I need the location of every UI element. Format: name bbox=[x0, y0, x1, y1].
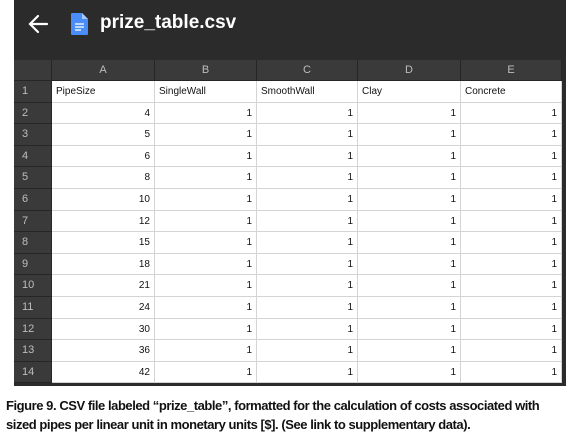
data-cell: 1 bbox=[155, 210, 257, 233]
column-header: B bbox=[155, 60, 257, 81]
data-cell: 1 bbox=[358, 189, 461, 211]
data-cell: 1 bbox=[461, 253, 562, 276]
row-number: 14 bbox=[14, 361, 52, 384]
data-cell: 1 bbox=[155, 253, 257, 276]
row-number: 1 bbox=[14, 81, 52, 103]
back-arrow[interactable] bbox=[28, 14, 49, 34]
toolbar bbox=[28, 13, 88, 35]
row-number: 2 bbox=[14, 102, 52, 125]
file-icon bbox=[71, 13, 88, 35]
column-header: A bbox=[52, 60, 155, 81]
data-cell: 10 bbox=[52, 189, 155, 211]
data-cell: 1 bbox=[461, 275, 562, 297]
data-cell: 1 bbox=[461, 102, 562, 125]
data-cell: 1 bbox=[155, 167, 257, 189]
data-cell: 1 bbox=[155, 340, 257, 362]
data-cell: 6 bbox=[52, 145, 155, 168]
row-number: 5 bbox=[14, 167, 52, 189]
row-number: 7 bbox=[14, 210, 52, 233]
header-cell: SingleWall bbox=[155, 81, 257, 103]
column-header: D bbox=[358, 60, 461, 81]
data-cell: 1 bbox=[257, 189, 358, 211]
data-cell: 1 bbox=[155, 145, 257, 168]
data-cell: 1 bbox=[358, 167, 461, 189]
data-cell: 1 bbox=[257, 361, 358, 384]
data-cell: 1 bbox=[257, 210, 358, 233]
data-cell: 1 bbox=[155, 275, 257, 297]
data-cell: 1 bbox=[257, 167, 358, 189]
data-cell: 1 bbox=[461, 124, 562, 146]
data-cell: 1 bbox=[155, 318, 257, 341]
row-number: 6 bbox=[14, 189, 52, 211]
data-cell: 1 bbox=[257, 297, 358, 319]
data-cell: 12 bbox=[52, 210, 155, 233]
data-cell: 1 bbox=[155, 297, 257, 319]
corner-cell bbox=[14, 60, 52, 81]
data-cell: 42 bbox=[52, 361, 155, 384]
data-cell: 5 bbox=[52, 124, 155, 146]
data-cell: 24 bbox=[52, 297, 155, 319]
caption-label: Figure 9. bbox=[6, 398, 57, 413]
data-cell: 1 bbox=[358, 145, 461, 168]
data-cell: 21 bbox=[52, 275, 155, 297]
data-cell: 1 bbox=[257, 124, 358, 146]
data-cell: 1 bbox=[358, 102, 461, 125]
header-cell: PipeSize bbox=[52, 81, 155, 103]
data-cell: 18 bbox=[52, 253, 155, 276]
data-cell: 1 bbox=[358, 232, 461, 254]
data-cell: 30 bbox=[52, 318, 155, 341]
data-cell: 1 bbox=[257, 318, 358, 341]
data-cell: 1 bbox=[257, 232, 358, 254]
data-cell: 1 bbox=[461, 232, 562, 254]
row-number: 12 bbox=[14, 318, 52, 341]
column-header: E bbox=[461, 60, 562, 81]
data-cell: 8 bbox=[52, 167, 155, 189]
row-number: 9 bbox=[14, 253, 52, 276]
data-cell: 1 bbox=[461, 167, 562, 189]
header-cell: Concrete bbox=[461, 81, 562, 103]
data-cell: 1 bbox=[257, 340, 358, 362]
data-cell: 1 bbox=[257, 102, 358, 125]
row-number: 11 bbox=[14, 297, 52, 319]
figure-caption: Figure 9. CSV file labeled “prize_table”… bbox=[6, 396, 572, 434]
file-title: prize_table.csv bbox=[100, 12, 237, 33]
data-cell: 1 bbox=[358, 253, 461, 276]
spreadsheet-viewer: prize_table.csv A B C D E 1 PipeSize SingleWall… bbox=[14, 0, 566, 386]
data-cell: 1 bbox=[461, 297, 562, 319]
data-cell: 1 bbox=[461, 145, 562, 168]
row-number: 10 bbox=[14, 275, 52, 297]
data-cell: 4 bbox=[52, 102, 155, 125]
data-cell: 1 bbox=[155, 189, 257, 211]
row-number: 4 bbox=[14, 145, 52, 168]
column-header: C bbox=[257, 60, 358, 81]
caption-text: CSV file labeled “prize_table”, formatte… bbox=[6, 398, 540, 432]
data-cell: 36 bbox=[52, 340, 155, 362]
data-cell: 1 bbox=[358, 275, 461, 297]
row-number: 8 bbox=[14, 232, 52, 254]
data-cell: 1 bbox=[461, 340, 562, 362]
data-cell: 1 bbox=[358, 361, 461, 384]
data-cell: 15 bbox=[52, 232, 155, 254]
header-cell: Clay bbox=[358, 81, 461, 103]
data-cell: 1 bbox=[155, 361, 257, 384]
row-number: 13 bbox=[14, 340, 52, 362]
row-number: 3 bbox=[14, 124, 52, 146]
data-cell: 1 bbox=[358, 318, 461, 341]
data-cell: 1 bbox=[461, 210, 562, 233]
data-cell: 1 bbox=[257, 145, 358, 168]
data-cell: 1 bbox=[358, 297, 461, 319]
data-cell: 1 bbox=[358, 340, 461, 362]
data-cell: 1 bbox=[155, 102, 257, 125]
data-cell: 1 bbox=[155, 124, 257, 146]
data-cell: 1 bbox=[358, 124, 461, 146]
data-cell: 1 bbox=[358, 210, 461, 233]
data-cell: 1 bbox=[461, 361, 562, 384]
data-cell: 1 bbox=[257, 253, 358, 276]
data-cell: 1 bbox=[461, 318, 562, 341]
data-cell: 1 bbox=[257, 275, 358, 297]
data-cell: 1 bbox=[155, 232, 257, 254]
header-cell: SmoothWall bbox=[257, 81, 358, 103]
data-cell: 1 bbox=[461, 189, 562, 211]
